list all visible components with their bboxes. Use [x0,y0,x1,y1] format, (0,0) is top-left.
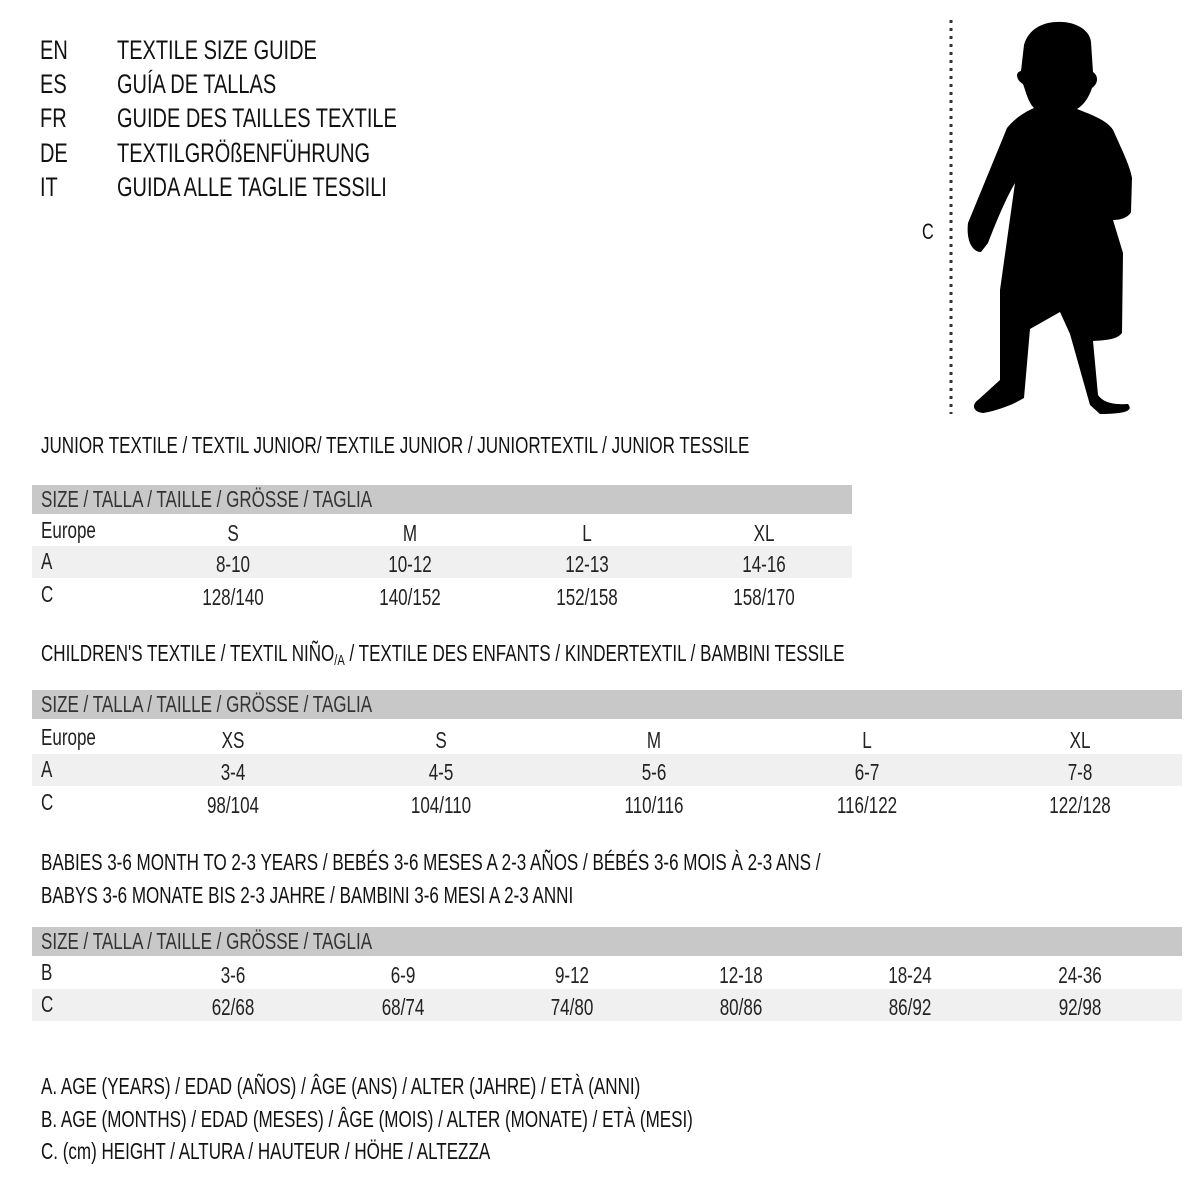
babies-row-background [32,989,1182,1021]
junior-table-cell: S [227,520,239,546]
lang-code-fr: FR [40,103,67,133]
children-table-cell: 116/122 [836,792,898,818]
child-silhouette-icon [949,20,1132,414]
children-table-cell: 6-7 [854,759,880,785]
junior-section-title: JUNIOR TEXTILE / TEXTIL JUNIOR/ TEXTILE … [41,432,750,458]
children-row-label: C [41,789,54,815]
babies-header-bar: SIZE / TALLA / TAILLE / GRÖSSE / TAGLIA [32,927,1182,956]
children-table-cell: 98/104 [206,792,260,818]
babies-row-label: C [41,991,54,1017]
junior-row-label: Europe [41,517,96,543]
children-header-bar: SIZE / TALLA / TAILLE / GRÖSSE / TAGLIA [32,690,1182,719]
junior-table-cell: 8-10 [215,551,251,577]
babies-table-cell: 74/80 [550,994,594,1020]
title-de: TEXTILGRÖßENFÜHRUNG [117,138,371,168]
babies-table-cell: 68/74 [381,994,425,1020]
babies-section-title-line: BABIES 3-6 MONTH TO 2-3 YEARS / BEBÉS 3-… [41,849,821,875]
title-fr: GUIDE DES TAILLES TEXTILE [117,103,397,133]
children-row-label: Europe [41,724,96,750]
section-title-part: / TEXTILE DES ENFANTS / KINDERTEXTIL / B… [344,640,845,666]
children-table-cell: L [862,727,872,753]
junior-header-bar: SIZE / TALLA / TAILLE / GRÖSSE / TAGLIA [32,485,852,514]
children-table-cell: M [646,727,662,753]
children-table-cell: 5-6 [641,759,667,785]
junior-table-cell: XL [753,520,775,546]
children-table-cell: 4-5 [428,759,454,785]
children-table-cell: XS [221,727,245,753]
babies-table-cell: 92/98 [1058,994,1102,1020]
children-table-cell: 110/116 [624,792,684,818]
babies-table-cell: 18-24 [888,962,932,988]
babies-table-cell: 62/68 [211,994,255,1020]
children-table-cell: S [435,727,447,753]
lang-code-es: ES [40,69,67,99]
junior-table-cell: L [582,520,592,546]
children-table-cell: 3-4 [220,759,246,785]
children-section-title: CHILDREN'S TEXTILE / TEXTIL NIÑO/A / TEX… [41,640,845,669]
children-row-background [32,754,1182,786]
babies-table-cell: 6-9 [390,962,416,988]
babies-table-cell: 24-36 [1058,962,1102,988]
junior-row-label: C [41,581,54,607]
junior-row-background [32,546,852,578]
babies-table-cell: 80/86 [719,994,763,1020]
title-en: TEXTILE SIZE GUIDE [117,35,317,65]
babies-table-cell: 3-6 [220,962,246,988]
children-table-cell: 122/128 [1049,792,1111,818]
title-it: GUIDA ALLE TAGLIE TESSILI [117,172,387,202]
legend-c: C. (cm) HEIGHT / ALTURA / HAUTEUR / HÖHE… [41,1138,491,1164]
babies-row-label: B [41,959,53,985]
junior-table-cell: 140/152 [379,584,441,610]
title-es: GUÍA DE TALLAS [117,69,277,99]
lang-code-de: DE [40,138,68,168]
section-title-part: CHILDREN'S TEXTILE / TEXTIL NIÑO [41,640,335,666]
children-table-cell: 104/110 [410,792,472,818]
junior-table-cell: 12-13 [565,551,609,577]
junior-table-cell: 10-12 [388,551,432,577]
babies-table-cell: 86/92 [888,994,932,1020]
junior-table-cell: 128/140 [202,584,264,610]
junior-table-cell: 152/158 [556,584,618,610]
size-header-label: SIZE / TALLA / TAILLE / GRÖSSE / TAGLIA [41,486,373,512]
size-header-label: SIZE / TALLA / TAILLE / GRÖSSE / TAGLIA [41,691,373,717]
babies-section-title-line: BABYS 3-6 MONATE BIS 2-3 JAHRE / BAMBINI… [41,882,574,908]
size-header-label: SIZE / TALLA / TAILLE / GRÖSSE / TAGLIA [41,928,373,954]
children-table-cell: 7-8 [1067,759,1093,785]
junior-row-label: A [41,548,53,574]
lang-code-en: EN [40,35,68,65]
legend-a: A. AGE (YEARS) / EDAD (AÑOS) / ÂGE (ANS)… [41,1073,641,1099]
height-measure-label: C [922,219,934,244]
children-row-label: A [41,756,53,782]
babies-table-cell: 9-12 [554,962,590,988]
junior-table-cell: M [402,520,418,546]
junior-table-cell: 158/170 [733,584,795,610]
legend-b: B. AGE (MONTHS) / EDAD (MESES) / ÂGE (MO… [41,1106,693,1132]
section-title-part: /A [334,652,345,669]
children-table-cell: XL [1069,727,1091,753]
lang-code-it: IT [40,172,58,202]
babies-table-cell: 12-18 [719,962,763,988]
junior-table-cell: 14-16 [742,551,786,577]
